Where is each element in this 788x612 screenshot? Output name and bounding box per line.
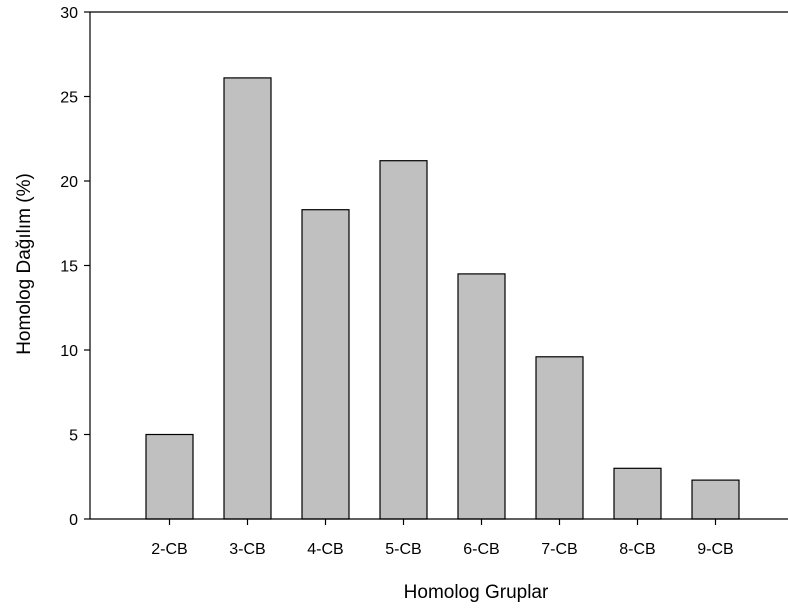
y-tick-label: 10 [60, 343, 78, 360]
x-tick-label-9-CB: 9-CB [697, 541, 733, 558]
bar-2-CB [145, 433, 194, 520]
x-tick-label-7-CB: 7-CB [541, 541, 577, 558]
bar-8-CB [613, 467, 662, 520]
y-tick-label: 25 [60, 90, 78, 107]
bars-layer [145, 77, 740, 520]
bar-4-CB [301, 209, 350, 520]
y-axis-title: Homolog Dağılım (%) [14, 173, 35, 355]
x-tick-label-8-CB: 8-CB [619, 541, 655, 558]
x-axis-title: Homolog Gruplar [404, 582, 549, 603]
x-tick-label-2-CB: 2-CB [151, 541, 187, 558]
y-tick-label: 30 [60, 5, 78, 22]
bar-3-CB [223, 77, 272, 520]
y-tick-label: 20 [60, 174, 78, 191]
bar-7-CB [535, 356, 584, 520]
bar-9-CB [691, 479, 740, 520]
x-tick-label-5-CB: 5-CB [385, 541, 421, 558]
y-ticks-layer: 0 5 10 15 20 25 30 [60, 5, 90, 529]
x-ticks-layer: 2-CB 3-CB 4-CB 5-CB 6-CB 7-CB 8-CB 9-CB [151, 519, 734, 558]
y-tick-label: 0 [69, 512, 78, 529]
bar-6-CB [457, 273, 506, 520]
axes-layer [89, 11, 788, 520]
y-tick-label: 5 [69, 428, 78, 445]
x-tick-label-3-CB: 3-CB [229, 541, 265, 558]
x-tick-label-6-CB: 6-CB [463, 541, 499, 558]
bar-5-CB [379, 160, 428, 520]
y-tick-label: 15 [60, 259, 78, 276]
x-tick-label-4-CB: 4-CB [307, 541, 343, 558]
